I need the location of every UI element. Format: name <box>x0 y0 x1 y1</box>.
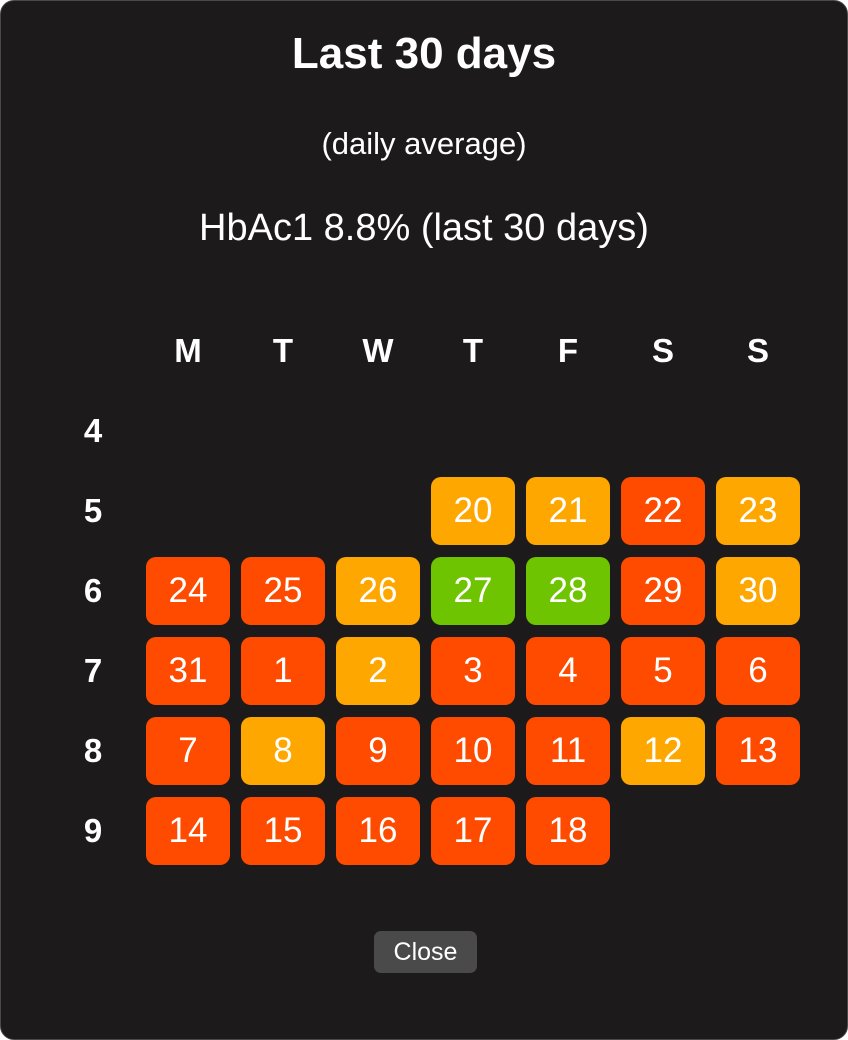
day-cell[interactable]: 8 <box>241 717 325 785</box>
weekday-header: S <box>651 332 674 369</box>
dialog-title: Last 30 days <box>291 29 557 78</box>
day-cell[interactable]: 3 <box>431 637 515 705</box>
close-button[interactable]: Close <box>374 931 477 973</box>
day-cell[interactable]: 29 <box>621 557 705 625</box>
hba1c-summary: HbAc1 8.8% (last 30 days) <box>199 207 649 249</box>
weekday-header: S <box>746 332 769 369</box>
day-cell[interactable]: 1 <box>241 637 325 705</box>
day-cell[interactable]: 13 <box>716 717 800 785</box>
day-cell[interactable]: 2 <box>336 637 420 705</box>
day-cell[interactable]: 22 <box>621 477 705 545</box>
day-cell[interactable]: 20 <box>431 477 515 545</box>
day-cell[interactable]: 10 <box>431 717 515 785</box>
week-number: 8 <box>83 732 103 769</box>
dialog-subtitle: (daily average) <box>321 126 527 161</box>
day-cell[interactable]: 16 <box>336 797 420 865</box>
weekday-header: F <box>557 332 579 369</box>
day-cell[interactable]: 4 <box>526 637 610 705</box>
day-cell[interactable]: 12 <box>621 717 705 785</box>
day-cell[interactable]: 6 <box>716 637 800 705</box>
week-number: 7 <box>83 652 103 689</box>
week-number: 6 <box>83 572 103 609</box>
week-number: 9 <box>83 812 103 849</box>
day-cell[interactable]: 5 <box>621 637 705 705</box>
day-cell[interactable]: 9 <box>336 717 420 785</box>
day-cell[interactable]: 28 <box>526 557 610 625</box>
week-number: 4 <box>83 412 103 449</box>
weekday-header: W <box>362 332 394 369</box>
day-cell[interactable]: 21 <box>526 477 610 545</box>
day-cell[interactable]: 31 <box>146 637 230 705</box>
day-cell[interactable]: 7 <box>146 717 230 785</box>
day-cell[interactable]: 25 <box>241 557 325 625</box>
day-cell[interactable]: 27 <box>431 557 515 625</box>
day-cell[interactable]: 15 <box>241 797 325 865</box>
day-cell[interactable]: 26 <box>336 557 420 625</box>
day-cell[interactable]: 17 <box>431 797 515 865</box>
day-cell[interactable]: 14 <box>146 797 230 865</box>
weekday-header: T <box>272 332 294 369</box>
weekday-header: M <box>174 332 202 369</box>
day-cell[interactable]: 11 <box>526 717 610 785</box>
day-cell[interactable]: 23 <box>716 477 800 545</box>
weekday-header: T <box>462 332 484 369</box>
week-number: 5 <box>83 492 103 529</box>
day-cell[interactable]: 30 <box>716 557 800 625</box>
day-cell[interactable]: 24 <box>146 557 230 625</box>
day-cell[interactable]: 18 <box>526 797 610 865</box>
